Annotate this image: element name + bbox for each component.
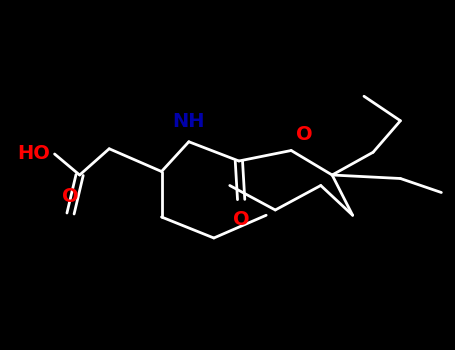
Text: O: O bbox=[233, 210, 249, 229]
Text: O: O bbox=[62, 188, 79, 206]
Text: NH: NH bbox=[172, 112, 205, 131]
Text: O: O bbox=[296, 125, 313, 144]
Text: HO: HO bbox=[17, 145, 50, 163]
